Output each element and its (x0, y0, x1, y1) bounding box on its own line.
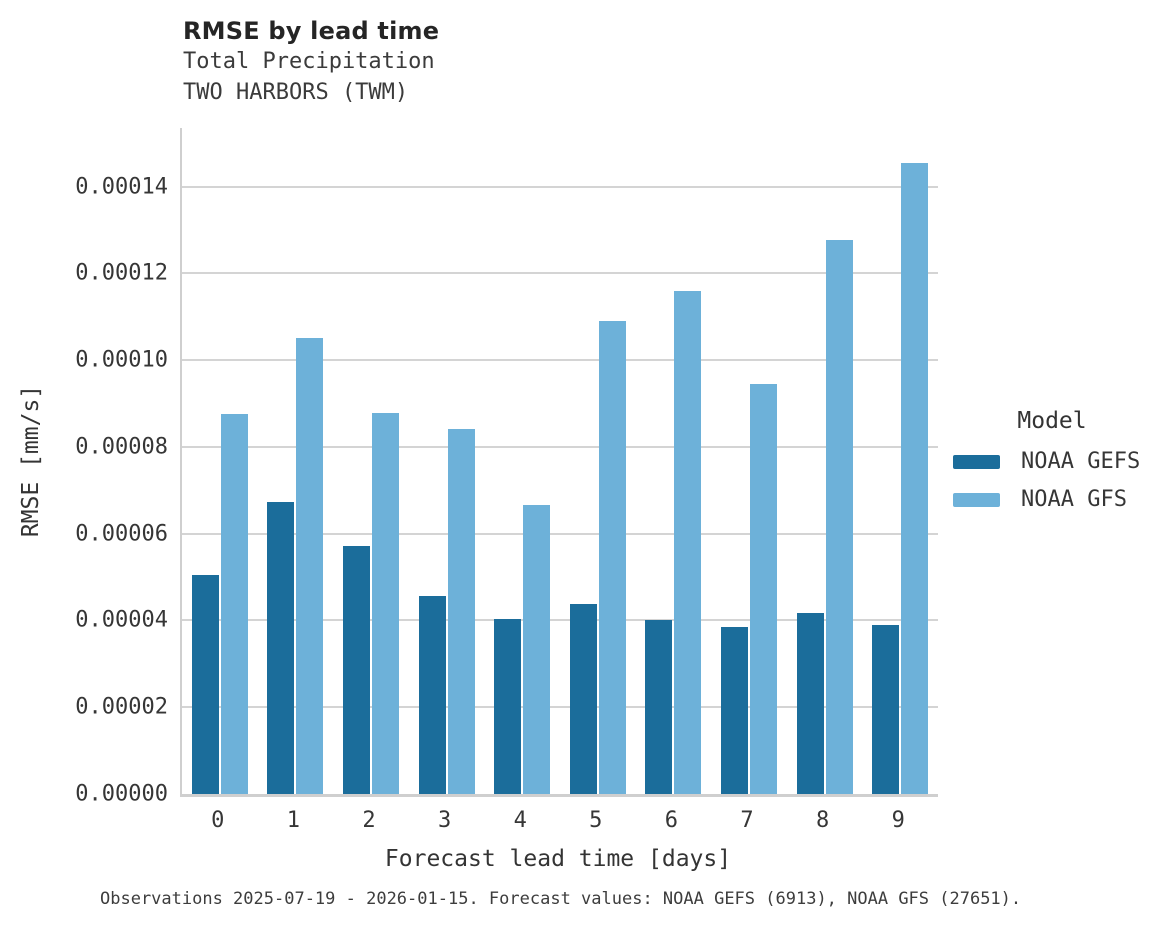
x-tick-0: 0 (211, 808, 225, 833)
gridline-0.00008 (182, 445, 938, 448)
legend-item-noaa-gfs: NOAA GFS (953, 487, 1165, 512)
y-tick-0.00014: 0.00014 (75, 174, 168, 200)
legend-label-noaa-gefs: NOAA GEFS (1021, 449, 1141, 474)
legend-swatch-noaa-gefs (953, 454, 1000, 469)
y-axis-tick-labels: 0.00000 0.00002 0.00004 0.00006 0.00008 0.000… (0, 128, 168, 806)
bar-noaa-gfs-lead-4 (523, 505, 551, 794)
y-tick-0.00008: 0.00008 (75, 434, 168, 460)
bar-noaa-gfs-lead-9 (901, 162, 929, 794)
bar-noaa-gefs-lead-9 (872, 624, 900, 794)
x-tick-2: 2 (362, 808, 376, 833)
chart-subtitle-line2: TWO HARBORS (TWM) (183, 80, 409, 105)
bar-noaa-gfs-lead-1 (296, 338, 324, 794)
legend-label-noaa-gfs: NOAA GFS (1021, 487, 1127, 512)
gridline-0.00004 (182, 619, 938, 622)
x-tick-3: 3 (437, 808, 452, 833)
bar-noaa-gefs-lead-7 (721, 626, 748, 794)
plot-area (180, 128, 938, 797)
bar-noaa-gefs-lead-8 (796, 612, 824, 794)
bar-noaa-gfs-lead-0 (220, 414, 248, 794)
gridline-0.00012 (182, 272, 938, 275)
x-tick-4: 4 (513, 808, 527, 833)
legend-title: Model (1017, 408, 1087, 434)
bar-noaa-gefs-lead-5 (569, 604, 597, 794)
gridline-0.00010 (182, 359, 938, 362)
bar-noaa-gefs-lead-2 (343, 545, 370, 794)
legend: Model NOAA GEFS NOAA GFS (953, 406, 1165, 512)
y-tick-0.00000: 0.00000 (75, 781, 168, 807)
legend-swatch-noaa-gfs (953, 492, 1000, 507)
bar-noaa-gfs-lead-5 (598, 321, 626, 794)
bar-noaa-gefs-lead-0 (191, 574, 219, 794)
title-block: RMSE by lead time Total Precipitation TW… (183, 16, 439, 108)
bar-noaa-gfs-lead-8 (825, 240, 853, 794)
x-axis-tick-labels: 0 1 2 3 4 5 6 7 8 9 (180, 808, 936, 840)
bar-noaa-gfs-lead-7 (750, 383, 777, 794)
y-tick-0.00004: 0.00004 (75, 607, 168, 633)
bar-noaa-gefs-lead-3 (418, 595, 446, 794)
x-tick-8: 8 (815, 808, 830, 833)
gridline-0.00002 (182, 706, 938, 709)
legend-item-noaa-gefs: NOAA GEFS (953, 449, 1165, 474)
x-axis-title: Forecast lead time [days] (384, 846, 732, 872)
bar-noaa-gefs-lead-6 (645, 619, 673, 794)
bar-noaa-gfs-lead-6 (674, 290, 702, 794)
x-tick-5: 5 (589, 808, 603, 833)
x-tick-1: 1 (286, 808, 301, 833)
caption: Observations 2025-07-19 - 2026-01-15. Fo… (100, 889, 1022, 909)
chart-subtitle-line1: Total Precipitation (183, 49, 435, 74)
y-tick-0.00010: 0.00010 (75, 347, 168, 373)
gridline-0.00014 (182, 185, 938, 188)
x-tick-7: 7 (740, 808, 754, 833)
y-tick-0.00012: 0.00012 (75, 260, 168, 286)
bar-noaa-gefs-lead-1 (267, 501, 295, 794)
x-tick-9: 9 (891, 808, 905, 833)
y-tick-0.00006: 0.00006 (75, 521, 168, 547)
chart-title: RMSE by lead time (183, 17, 440, 45)
bar-noaa-gefs-lead-4 (494, 619, 522, 794)
x-tick-6: 6 (664, 808, 679, 833)
gridline-0.00006 (182, 532, 938, 535)
y-tick-0.00002: 0.00002 (75, 694, 168, 720)
bar-noaa-gfs-lead-2 (372, 413, 399, 794)
bar-noaa-gfs-lead-3 (447, 429, 475, 794)
